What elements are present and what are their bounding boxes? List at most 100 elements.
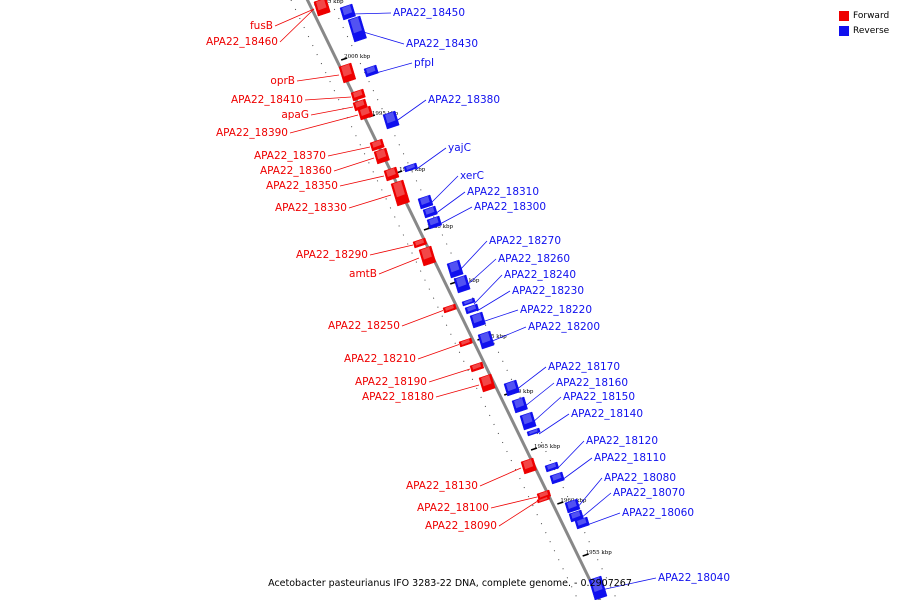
gene-label[interactable]: APA22_18220: [520, 304, 592, 316]
forward-gene-apa22-18410[interactable]: APA22_18410: [231, 88, 366, 106]
forward-gene-apa22-18390[interactable]: APA22_18390: [216, 105, 374, 139]
gene-label[interactable]: APA22_18060: [622, 507, 694, 519]
gene-block[interactable]: [519, 411, 537, 431]
gene-label[interactable]: pfpI: [414, 57, 434, 69]
gene-label[interactable]: APA22_18270: [489, 235, 561, 247]
gene-label[interactable]: APA22_18430: [406, 38, 478, 50]
reverse-gene-apa22-18110[interactable]: APA22_18110: [549, 452, 666, 485]
gene-label[interactable]: APA22_18350: [266, 180, 338, 192]
gene-block[interactable]: [339, 3, 356, 21]
gene-block[interactable]: [373, 147, 390, 165]
gene-label[interactable]: APA22_18450: [393, 7, 465, 19]
gene-label[interactable]: APA22_18040: [658, 572, 730, 584]
gene-label[interactable]: APA22_18200: [528, 321, 600, 333]
reverse-gene-apa22-18060[interactable]: APA22_18060: [574, 507, 694, 530]
reverse-gene-apa22-18120[interactable]: APA22_18120: [544, 435, 658, 473]
forward-gene-apa22-18100[interactable]: APA22_18100: [417, 489, 552, 514]
gene-label[interactable]: APA22_18230: [512, 285, 584, 297]
reverse-gene-apa22-18450[interactable]: APA22_18450: [339, 3, 465, 21]
gene-label[interactable]: APA22_18390: [216, 127, 288, 139]
forward-gene-apa22-18370[interactable]: APA22_18370: [254, 138, 385, 162]
forward-gene-apa22-18360[interactable]: APA22_18360: [260, 147, 390, 177]
gene-block[interactable]: [588, 575, 608, 601]
gene-block[interactable]: [478, 373, 496, 393]
gene-block[interactable]: [526, 427, 541, 437]
gene-block[interactable]: [536, 495, 551, 504]
forward-gene-apa22-18180[interactable]: APA22_18180: [362, 373, 496, 403]
gene-label[interactable]: APA22_18160: [556, 377, 628, 389]
gene-block[interactable]: [574, 516, 590, 530]
gene-label[interactable]: APA22_18250: [328, 320, 400, 332]
forward-gene-apa22-18130[interactable]: APA22_18130: [406, 457, 537, 492]
gene-block[interactable]: [418, 245, 437, 267]
gene-block[interactable]: [417, 194, 434, 210]
gene-label[interactable]: APA22_18460: [206, 36, 278, 48]
gene-label[interactable]: APA22_18130: [406, 480, 478, 492]
forward-gene-apa22-18350[interactable]: APA22_18350: [266, 166, 400, 192]
gene-label[interactable]: APA22_18260: [498, 253, 570, 265]
gene-label[interactable]: APA22_18180: [362, 391, 434, 403]
gene-label[interactable]: APA22_18100: [417, 502, 489, 514]
gene-label[interactable]: xerC: [460, 170, 484, 182]
forward-gene-apa22-18210[interactable]: APA22_18210: [344, 337, 473, 365]
reverse-gene-apa22-18270[interactable]: APA22_18270: [446, 235, 561, 279]
gene-block[interactable]: [461, 297, 476, 307]
gene-block[interactable]: [357, 105, 374, 121]
gene-block[interactable]: [313, 0, 331, 17]
gene-block[interactable]: [383, 166, 400, 182]
gene-block[interactable]: [549, 471, 565, 485]
gene-block[interactable]: [338, 62, 357, 84]
gene-block[interactable]: [350, 88, 366, 102]
reverse-gene-apa22-18150[interactable]: APA22_18150: [519, 391, 635, 431]
gene-block[interactable]: [422, 205, 438, 219]
gene-block[interactable]: [347, 15, 367, 43]
reverse-gene-apa22-18070[interactable]: APA22_18070: [568, 487, 685, 523]
gene-label[interactable]: APA22_18410: [231, 94, 303, 106]
gene-block[interactable]: [403, 162, 418, 173]
gene-label[interactable]: APA22_18170: [548, 361, 620, 373]
forward-gene-amtb[interactable]: amtB: [349, 245, 437, 280]
gene-label[interactable]: apaG: [281, 109, 309, 121]
gene-block[interactable]: [458, 337, 473, 348]
gene-label[interactable]: APA22_18070: [613, 487, 685, 499]
gene-label[interactable]: fusB: [250, 20, 273, 32]
gene-label[interactable]: APA22_18190: [355, 376, 427, 388]
gene-block[interactable]: [520, 457, 537, 475]
gene-block[interactable]: [453, 274, 471, 294]
gene-label[interactable]: APA22_18300: [474, 201, 546, 213]
gene-block[interactable]: [363, 64, 379, 78]
gene-label[interactable]: amtB: [349, 268, 377, 280]
reverse-gene-apa22-18230[interactable]: APA22_18230: [464, 285, 584, 315]
reverse-gene-apa22-18260[interactable]: APA22_18260: [453, 253, 570, 294]
forward-gene-apa22-18330[interactable]: APA22_18330: [275, 179, 410, 214]
gene-label[interactable]: APA22_18110: [594, 452, 666, 464]
gene-block[interactable]: [469, 311, 486, 329]
reverse-gene-xerc[interactable]: xerC: [417, 170, 484, 210]
gene-block[interactable]: [564, 498, 581, 514]
reverse-gene-apa22-18080[interactable]: APA22_18080: [564, 472, 676, 514]
reverse-gene-apa22-18160[interactable]: APA22_18160: [511, 377, 628, 414]
gene-block[interactable]: [503, 379, 520, 397]
reverse-gene-apa22-18140[interactable]: APA22_18140: [526, 408, 643, 437]
forward-gene-apa22-18190[interactable]: APA22_18190: [355, 361, 485, 388]
gene-block[interactable]: [469, 361, 485, 373]
reverse-gene-yajc[interactable]: yajC: [403, 142, 471, 173]
reverse-gene-apa22-18380[interactable]: APA22_18380: [382, 94, 500, 130]
gene-block[interactable]: [464, 303, 480, 315]
gene-block[interactable]: [369, 138, 385, 152]
reverse-gene-apa22-18310[interactable]: APA22_18310: [422, 186, 539, 219]
gene-block[interactable]: [477, 330, 495, 350]
gene-label[interactable]: oprB: [270, 75, 295, 87]
gene-label[interactable]: APA22_18150: [563, 391, 635, 403]
gene-block[interactable]: [412, 237, 428, 249]
gene-label[interactable]: APA22_18210: [344, 353, 416, 365]
reverse-gene-apa22-18240[interactable]: APA22_18240: [461, 269, 576, 307]
gene-label[interactable]: APA22_18330: [275, 202, 347, 214]
gene-block[interactable]: [382, 110, 400, 130]
gene-block[interactable]: [446, 259, 464, 279]
reverse-gene-apa22-18170[interactable]: APA22_18170: [503, 361, 620, 397]
reverse-gene-apa22-18300[interactable]: APA22_18300: [426, 201, 546, 230]
forward-gene-apa22-18090[interactable]: APA22_18090: [425, 495, 551, 532]
gene-label[interactable]: APA22_18360: [260, 165, 332, 177]
gene-label[interactable]: APA22_18290: [296, 249, 368, 261]
